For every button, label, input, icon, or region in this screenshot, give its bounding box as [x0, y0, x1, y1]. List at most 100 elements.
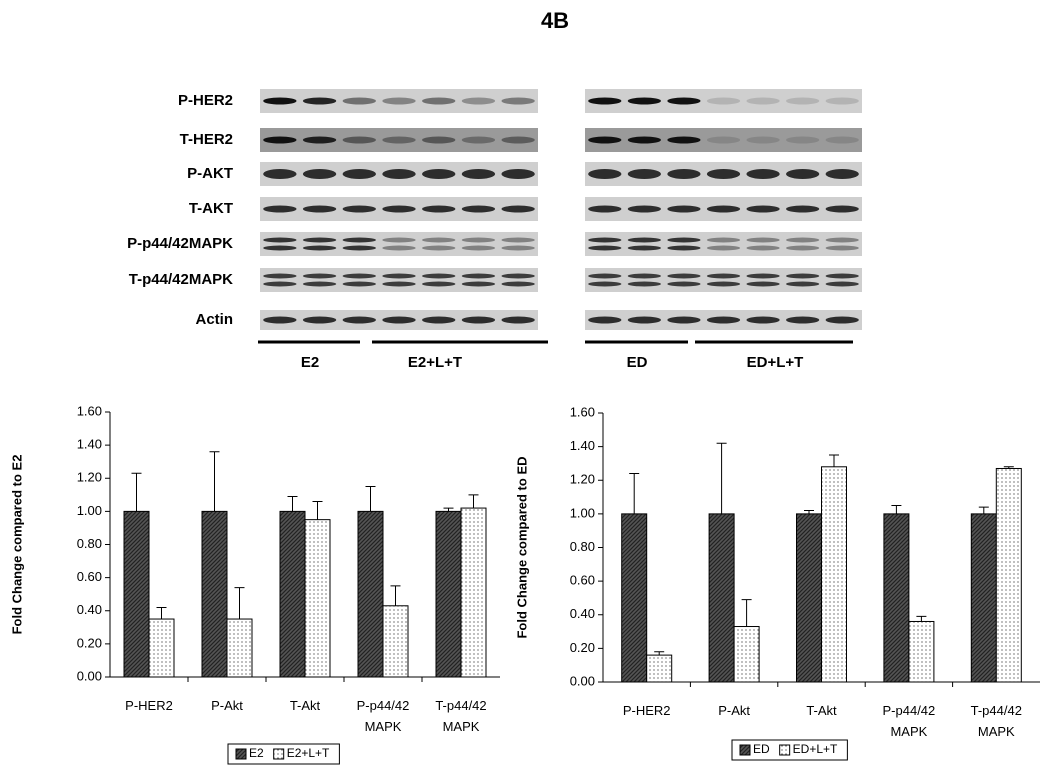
blot-band [382, 237, 416, 243]
blot-band [302, 245, 337, 251]
y-tick-label: 0.40 [570, 606, 595, 621]
blot-band [263, 281, 297, 287]
blot-band [461, 273, 496, 279]
y-tick-label: 1.20 [77, 470, 102, 485]
error-bar [209, 451, 220, 512]
legend-swatch [779, 744, 791, 756]
blot-band [825, 281, 859, 287]
blot-band [461, 237, 496, 243]
bar [908, 620, 935, 683]
y-tick-label: 0.20 [77, 635, 102, 650]
x-tick-label: T-Akt [806, 703, 837, 718]
blot-band [461, 97, 496, 105]
blot-band [342, 316, 376, 324]
blot-band [627, 205, 661, 213]
blot-band [746, 281, 780, 287]
blot-band [746, 205, 780, 213]
legend-swatch [273, 748, 285, 760]
blot-band [422, 97, 456, 105]
legend-label: E2 [249, 746, 264, 760]
error-bar [156, 606, 167, 620]
legend: E2 E2+L+T [227, 743, 340, 765]
blot-band [706, 136, 741, 144]
x-tick-label: P-HER2 [622, 703, 671, 718]
blot-band [746, 316, 780, 324]
blot-band [706, 237, 741, 243]
blot-band [786, 169, 820, 179]
y-tick-label: 1.00 [77, 503, 102, 518]
blot-band [501, 273, 535, 279]
blot-band [382, 281, 416, 287]
error-bar [287, 495, 298, 512]
blot-band [627, 281, 661, 287]
blot-band [825, 97, 859, 105]
blot-band [501, 281, 535, 287]
blot-band [302, 136, 337, 144]
blot-band [302, 169, 337, 179]
y-tick-label: 0.20 [570, 640, 595, 655]
x-tick-label: T-p44/42 MAPK [435, 698, 487, 734]
blot-band [501, 316, 535, 324]
y-axis-label: Fold Change compared to E2 [9, 455, 24, 635]
bar [995, 467, 1022, 683]
bar [279, 510, 306, 678]
blot-band [746, 237, 780, 243]
x-tick-label: P-p44/42 MAPK [356, 698, 410, 734]
error-bar [916, 615, 927, 622]
blot-band [588, 205, 622, 213]
blot-band [422, 281, 456, 287]
y-tick-label: 0.80 [570, 539, 595, 554]
blot-label: Actin [196, 311, 234, 328]
blot-band [588, 316, 622, 324]
bar [708, 513, 735, 683]
blot-band [263, 237, 297, 243]
blot-band [746, 245, 780, 251]
bar [821, 466, 847, 683]
blot-band [263, 136, 297, 144]
blot-band [706, 316, 741, 324]
y-tick-label: 1.60 [570, 404, 595, 419]
blot-band [786, 205, 820, 213]
blot-band [667, 169, 701, 179]
blot-label: T-AKT [189, 200, 233, 217]
blot-band [263, 205, 297, 213]
blot-band [667, 237, 701, 243]
blot-band [422, 237, 456, 243]
blot-band [667, 205, 701, 213]
blot-band [382, 273, 416, 279]
blot-band [706, 97, 741, 105]
group-label: ED [627, 354, 648, 371]
blot-band [786, 245, 820, 251]
legend-box [731, 739, 848, 761]
legend-label: ED+L+T [793, 742, 838, 756]
blot-band [422, 169, 456, 179]
blot-band [588, 97, 622, 105]
blot-band [342, 136, 376, 144]
blot-band [461, 169, 496, 179]
x-tick-label: P-Akt [718, 703, 750, 718]
error-bar [131, 472, 142, 512]
error-bar [804, 510, 814, 514]
y-tick-label: 1.60 [77, 403, 102, 418]
blot-band [501, 245, 535, 251]
blot-band [588, 169, 622, 179]
error-bar [829, 454, 839, 467]
blot-band [706, 281, 741, 287]
blot-band [302, 273, 337, 279]
blot-band [588, 281, 622, 287]
y-tick-label: 1.20 [570, 472, 595, 487]
blot-band [825, 245, 859, 251]
blot-band [422, 136, 456, 144]
blot-band [627, 237, 661, 243]
blot-band [302, 237, 337, 243]
blot-label: T-HER2 [180, 131, 233, 148]
blot-band [667, 97, 701, 105]
blot-band [422, 273, 456, 279]
x-tick-label: T-p44/42 MAPK [970, 703, 1022, 739]
blot-band [786, 273, 820, 279]
blot-band [263, 273, 297, 279]
legend-label: E2+L+T [287, 746, 330, 760]
error-bar [978, 506, 989, 514]
